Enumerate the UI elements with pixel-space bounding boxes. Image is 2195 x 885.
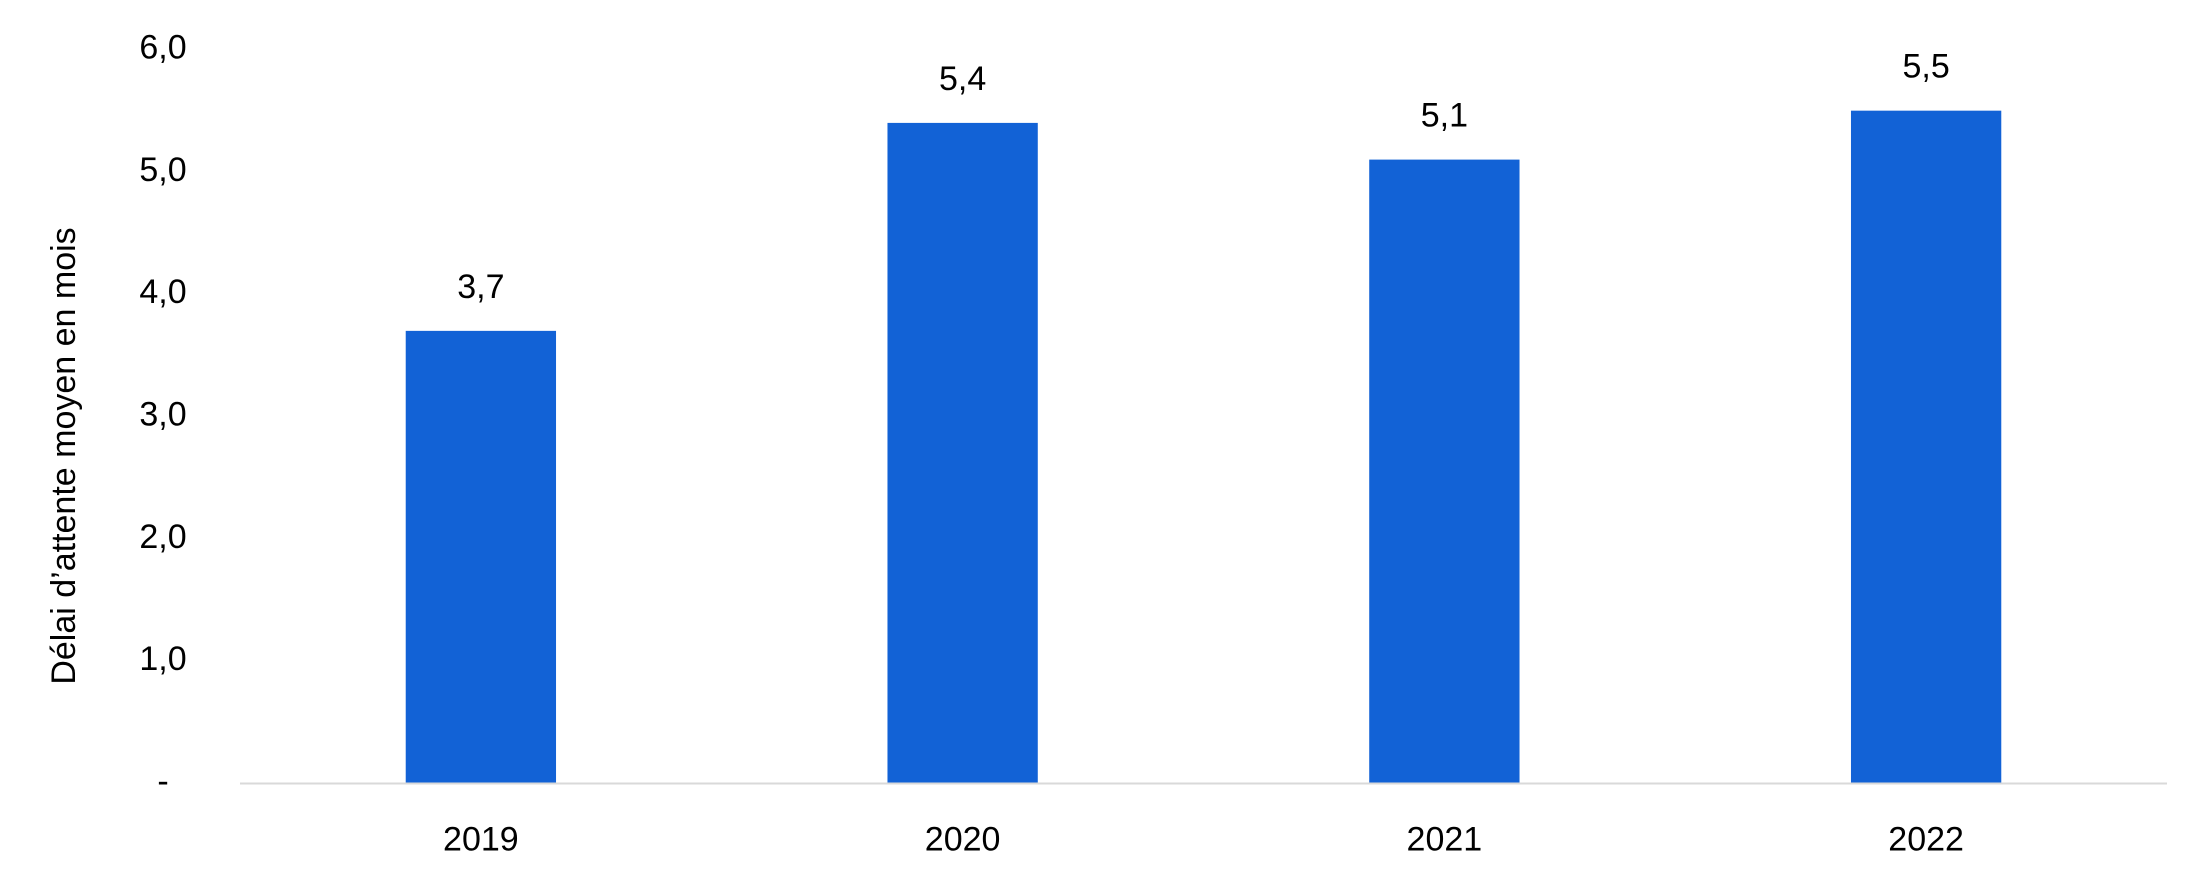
x-tick-label: 2019 [443, 820, 519, 858]
y-tick-label: 5,0 [139, 151, 186, 189]
x-tick-label: 2020 [925, 820, 1001, 858]
data-label: 5,5 [1902, 48, 1949, 86]
x-tick-label: 2022 [1888, 820, 1964, 858]
y-tick-label: 2,0 [139, 518, 186, 556]
data-label: 3,7 [457, 268, 504, 306]
data-label: 5,4 [939, 60, 986, 98]
y-tick-label: 6,0 [139, 28, 186, 66]
y-tick-label: 1,0 [139, 640, 186, 678]
data-label: 5,1 [1421, 97, 1468, 135]
y-tick-label: 4,0 [139, 273, 186, 311]
y-tick-label: 3,0 [139, 395, 186, 433]
x-tick-label: 2021 [1407, 820, 1483, 858]
y-tick-label: - [157, 762, 168, 800]
bar [1369, 159, 1520, 784]
y-axis-title: Délai d’attente moyen en mois [45, 227, 83, 684]
bar [887, 122, 1038, 784]
bar [1850, 110, 2002, 784]
bar [405, 330, 557, 784]
